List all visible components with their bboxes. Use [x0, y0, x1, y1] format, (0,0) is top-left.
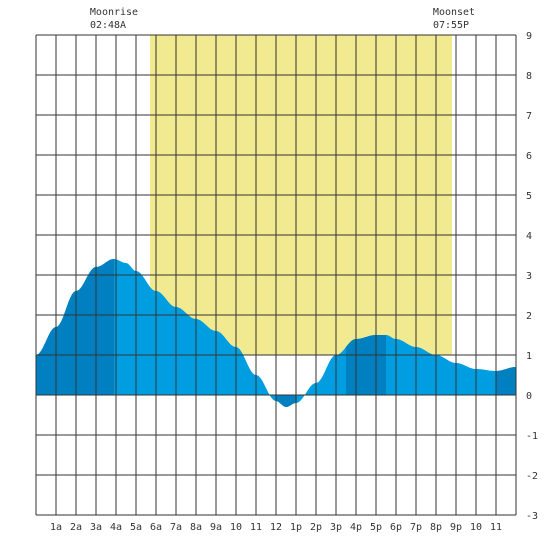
- tide-dark-band-2: [346, 335, 386, 395]
- y-tick-label: 3: [526, 271, 532, 282]
- tide-dark-band-1: [276, 395, 296, 407]
- moonrise-time: 02:48A: [90, 20, 126, 31]
- x-tick-label: 6p: [390, 522, 402, 533]
- x-tick-label: 8p: [430, 522, 442, 533]
- x-tick-label: 1a: [50, 522, 62, 533]
- moonrise-label: Moonrise: [90, 7, 138, 18]
- x-tick-label: 7p: [410, 522, 422, 533]
- x-tick-label: 4a: [110, 522, 122, 533]
- x-tick-label: 8a: [190, 522, 202, 533]
- y-tick-label: 2: [526, 311, 532, 322]
- x-tick-label: 5p: [370, 522, 382, 533]
- x-tick-label: 3p: [330, 522, 342, 533]
- y-tick-label: 1: [526, 351, 532, 362]
- tide-dark-band-3: [496, 367, 516, 395]
- x-tick-label: 6a: [150, 522, 162, 533]
- y-tick-label: -1: [526, 431, 538, 442]
- x-tick-label: 11: [490, 522, 502, 533]
- y-axis-ticks: 9 8 7 6 5 4 3 2 1 0 -1 -2 -3: [526, 31, 538, 522]
- y-tick-label: -3: [526, 511, 538, 522]
- y-tick-label: -2: [526, 471, 538, 482]
- y-tick-label: 4: [526, 231, 532, 242]
- x-tick-label: 12: [270, 522, 282, 533]
- moonset-time: 07:55P: [433, 20, 469, 31]
- x-tick-label: 3a: [90, 522, 102, 533]
- moonset-label: Moonset: [433, 7, 475, 18]
- x-tick-label: 2p: [310, 522, 322, 533]
- x-tick-label: 9p: [450, 522, 462, 533]
- y-tick-label: 9: [526, 31, 532, 42]
- x-tick-label: 2a: [70, 522, 82, 533]
- y-tick-label: 0: [526, 391, 532, 402]
- y-tick-label: 7: [526, 111, 532, 122]
- y-tick-label: 6: [526, 151, 532, 162]
- x-tick-label: 9a: [210, 522, 222, 533]
- x-tick-label: 10: [470, 522, 482, 533]
- x-tick-label: 10: [230, 522, 242, 533]
- x-tick-label: 5a: [130, 522, 142, 533]
- x-tick-label: 1p: [290, 522, 302, 533]
- x-tick-label: 4p: [350, 522, 362, 533]
- x-axis-ticks: 1a 2a 3a 4a 5a 6a 7a 8a 9a 10 11 12 1p 2p 3p 4p 5p 6p 7p 8p…: [50, 522, 502, 533]
- x-tick-label: 7a: [170, 522, 182, 533]
- grid: [35, 34, 517, 516]
- x-tick-label: 11: [250, 522, 262, 533]
- y-tick-label: 8: [526, 71, 532, 82]
- y-tick-label: 5: [526, 191, 532, 202]
